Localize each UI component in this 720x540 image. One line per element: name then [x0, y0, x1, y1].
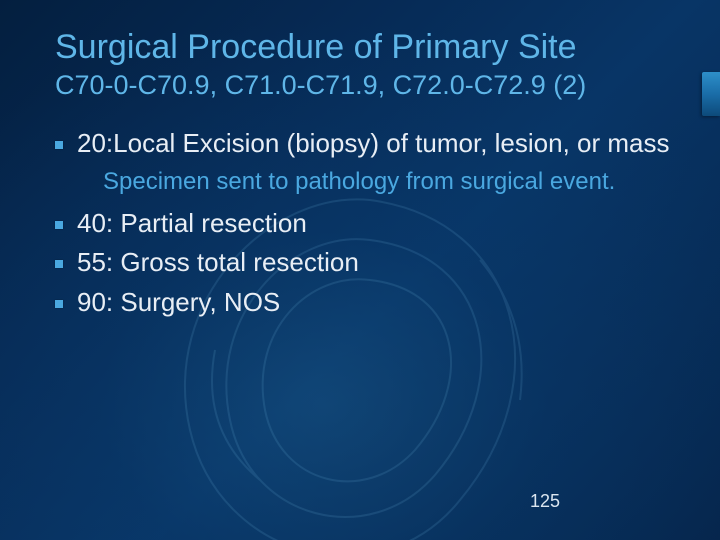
bullet-icon — [55, 260, 63, 268]
list-item: 90: Surgery, NOS — [55, 286, 680, 320]
slide: Surgical Procedure of Primary Site C70-0… — [0, 0, 720, 540]
slide-title: Surgical Procedure of Primary Site — [55, 28, 680, 67]
item-text: 55: Gross total resection — [77, 246, 680, 280]
bullet-icon — [55, 141, 63, 149]
sub-item-text: Specimen sent to pathology from surgical… — [103, 167, 680, 197]
body-content: 20:Local Excision (biopsy) of tumor, les… — [55, 127, 680, 320]
item-text: 90: Surgery, NOS — [77, 286, 680, 320]
title-block: Surgical Procedure of Primary Site C70-0… — [55, 28, 680, 103]
item-text: 40: Partial resection — [77, 207, 680, 241]
sub-list-item: Specimen sent to pathology from surgical… — [55, 167, 680, 197]
list-item: 20:Local Excision (biopsy) of tumor, les… — [55, 127, 680, 161]
item-text: 20:Local Excision (biopsy) of tumor, les… — [77, 127, 680, 161]
list-item: 40: Partial resection — [55, 207, 680, 241]
page-number: 125 — [530, 491, 560, 512]
bullet-icon — [55, 221, 63, 229]
bullet-icon — [55, 300, 63, 308]
list-item: 55: Gross total resection — [55, 246, 680, 280]
accent-tab — [702, 72, 720, 116]
slide-subtitle: C70-0-C70.9, C71.0-C71.9, C72.0-C72.9 (2… — [55, 69, 680, 103]
